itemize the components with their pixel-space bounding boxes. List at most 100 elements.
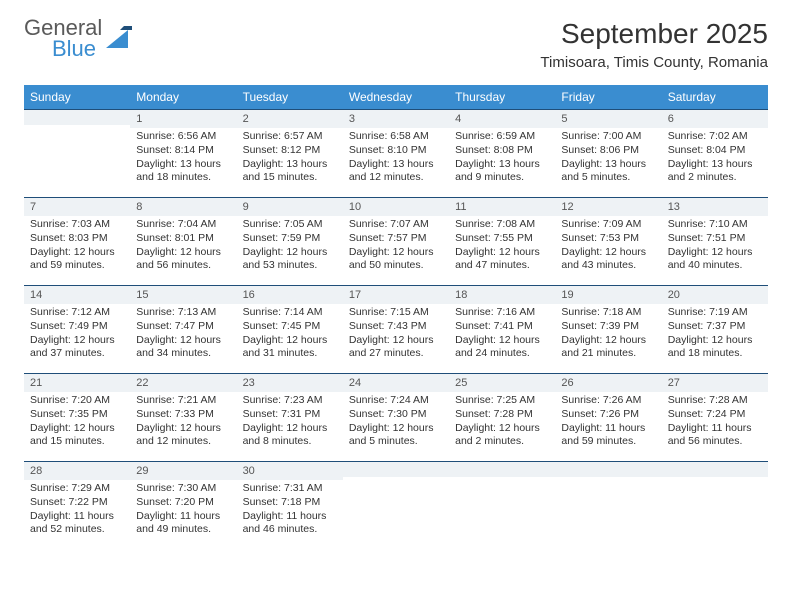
day-line: Sunrise: 7:15 AM xyxy=(349,306,443,320)
calendar-day-cell: 21Sunrise: 7:20 AMSunset: 7:35 PMDayligh… xyxy=(24,373,130,461)
day-line: Sunset: 7:31 PM xyxy=(243,408,337,422)
day-number xyxy=(343,461,449,477)
day-line: Daylight: 12 hours xyxy=(136,334,230,348)
day-line: Sunset: 7:51 PM xyxy=(668,232,762,246)
calendar-empty-cell xyxy=(449,461,555,549)
day-line: Sunset: 7:22 PM xyxy=(30,496,124,510)
day-line: Sunset: 7:53 PM xyxy=(561,232,655,246)
weekday-header: Thursday xyxy=(449,85,555,109)
day-number: 15 xyxy=(130,285,236,304)
day-line: Sunrise: 6:56 AM xyxy=(136,130,230,144)
day-line: Sunrise: 7:05 AM xyxy=(243,218,337,232)
day-number: 19 xyxy=(555,285,661,304)
calendar-day-cell: 17Sunrise: 7:15 AMSunset: 7:43 PMDayligh… xyxy=(343,285,449,373)
calendar-empty-cell xyxy=(555,461,661,549)
calendar-day-cell: 12Sunrise: 7:09 AMSunset: 7:53 PMDayligh… xyxy=(555,197,661,285)
day-number: 6 xyxy=(662,109,768,128)
day-line: Sunset: 7:18 PM xyxy=(243,496,337,510)
logo: General Blue xyxy=(24,18,132,60)
calendar-day-cell: 11Sunrise: 7:08 AMSunset: 7:55 PMDayligh… xyxy=(449,197,555,285)
calendar-empty-cell xyxy=(662,461,768,549)
day-content: Sunrise: 7:29 AMSunset: 7:22 PMDaylight:… xyxy=(24,480,130,541)
day-line: Sunrise: 7:31 AM xyxy=(243,482,337,496)
day-content: Sunrise: 6:56 AMSunset: 8:14 PMDaylight:… xyxy=(130,128,236,189)
weekday-header-row: SundayMondayTuesdayWednesdayThursdayFrid… xyxy=(24,85,768,109)
day-line: and 31 minutes. xyxy=(243,347,337,361)
day-number: 3 xyxy=(343,109,449,128)
day-line: Sunset: 8:12 PM xyxy=(243,144,337,158)
calendar-day-cell: 5Sunrise: 7:00 AMSunset: 8:06 PMDaylight… xyxy=(555,109,661,197)
day-line: Daylight: 12 hours xyxy=(243,334,337,348)
day-line: Daylight: 12 hours xyxy=(243,422,337,436)
calendar-day-cell: 14Sunrise: 7:12 AMSunset: 7:49 PMDayligh… xyxy=(24,285,130,373)
day-line: Sunset: 7:33 PM xyxy=(136,408,230,422)
day-number: 22 xyxy=(130,373,236,392)
weekday-header: Tuesday xyxy=(237,85,343,109)
day-line: Daylight: 12 hours xyxy=(136,422,230,436)
day-number: 30 xyxy=(237,461,343,480)
day-line: and 18 minutes. xyxy=(668,347,762,361)
day-line: Sunset: 8:10 PM xyxy=(349,144,443,158)
day-line: and 2 minutes. xyxy=(455,435,549,449)
day-line: Sunrise: 7:24 AM xyxy=(349,394,443,408)
day-line: and 5 minutes. xyxy=(349,435,443,449)
day-line: Sunset: 7:47 PM xyxy=(136,320,230,334)
day-line: Sunrise: 7:20 AM xyxy=(30,394,124,408)
day-line: and 49 minutes. xyxy=(136,523,230,537)
day-line: Daylight: 12 hours xyxy=(243,246,337,260)
calendar-day-cell: 3Sunrise: 6:58 AMSunset: 8:10 PMDaylight… xyxy=(343,109,449,197)
day-line: and 8 minutes. xyxy=(243,435,337,449)
day-line: Daylight: 12 hours xyxy=(30,334,124,348)
calendar-table: SundayMondayTuesdayWednesdayThursdayFrid… xyxy=(24,85,768,549)
day-line: Sunrise: 7:08 AM xyxy=(455,218,549,232)
day-line: Daylight: 11 hours xyxy=(30,510,124,524)
day-line: Sunrise: 7:00 AM xyxy=(561,130,655,144)
day-line: and 21 minutes. xyxy=(561,347,655,361)
calendar-day-cell: 6Sunrise: 7:02 AMSunset: 8:04 PMDaylight… xyxy=(662,109,768,197)
day-number: 7 xyxy=(24,197,130,216)
day-line: Sunset: 8:04 PM xyxy=(668,144,762,158)
day-line: Daylight: 12 hours xyxy=(30,246,124,260)
day-content: Sunrise: 6:58 AMSunset: 8:10 PMDaylight:… xyxy=(343,128,449,189)
day-line: Sunset: 7:49 PM xyxy=(30,320,124,334)
day-content: Sunrise: 7:14 AMSunset: 7:45 PMDaylight:… xyxy=(237,304,343,365)
day-number xyxy=(449,461,555,477)
weekday-header: Saturday xyxy=(662,85,768,109)
day-line: Sunrise: 7:03 AM xyxy=(30,218,124,232)
day-line: and 15 minutes. xyxy=(30,435,124,449)
day-number: 5 xyxy=(555,109,661,128)
day-number: 18 xyxy=(449,285,555,304)
day-number xyxy=(555,461,661,477)
location: Timisoara, Timis County, Romania xyxy=(540,54,768,71)
day-line: and 18 minutes. xyxy=(136,171,230,185)
day-line: Sunset: 7:43 PM xyxy=(349,320,443,334)
day-content: Sunrise: 7:24 AMSunset: 7:30 PMDaylight:… xyxy=(343,392,449,453)
day-line: Sunrise: 7:10 AM xyxy=(668,218,762,232)
logo-triangle-icon xyxy=(106,26,132,52)
calendar-day-cell: 28Sunrise: 7:29 AMSunset: 7:22 PMDayligh… xyxy=(24,461,130,549)
day-line: Sunset: 7:28 PM xyxy=(455,408,549,422)
day-line: and 50 minutes. xyxy=(349,259,443,273)
day-line: and 15 minutes. xyxy=(243,171,337,185)
calendar-day-cell: 4Sunrise: 6:59 AMSunset: 8:08 PMDaylight… xyxy=(449,109,555,197)
day-number: 28 xyxy=(24,461,130,480)
day-number: 25 xyxy=(449,373,555,392)
day-line: and 43 minutes. xyxy=(561,259,655,273)
calendar-day-cell: 15Sunrise: 7:13 AMSunset: 7:47 PMDayligh… xyxy=(130,285,236,373)
day-line: Sunset: 7:57 PM xyxy=(349,232,443,246)
day-line: Daylight: 12 hours xyxy=(136,246,230,260)
calendar-day-cell: 30Sunrise: 7:31 AMSunset: 7:18 PMDayligh… xyxy=(237,461,343,549)
day-number: 2 xyxy=(237,109,343,128)
day-number: 14 xyxy=(24,285,130,304)
day-line: Daylight: 13 hours xyxy=(561,158,655,172)
month-title: September 2025 xyxy=(540,18,768,50)
day-content: Sunrise: 7:04 AMSunset: 8:01 PMDaylight:… xyxy=(130,216,236,277)
day-line: Sunrise: 6:58 AM xyxy=(349,130,443,144)
day-content: Sunrise: 7:23 AMSunset: 7:31 PMDaylight:… xyxy=(237,392,343,453)
day-line: and 52 minutes. xyxy=(30,523,124,537)
calendar-day-cell: 10Sunrise: 7:07 AMSunset: 7:57 PMDayligh… xyxy=(343,197,449,285)
day-number: 4 xyxy=(449,109,555,128)
day-content: Sunrise: 7:21 AMSunset: 7:33 PMDaylight:… xyxy=(130,392,236,453)
day-line: Daylight: 12 hours xyxy=(455,422,549,436)
day-line: Sunrise: 7:18 AM xyxy=(561,306,655,320)
